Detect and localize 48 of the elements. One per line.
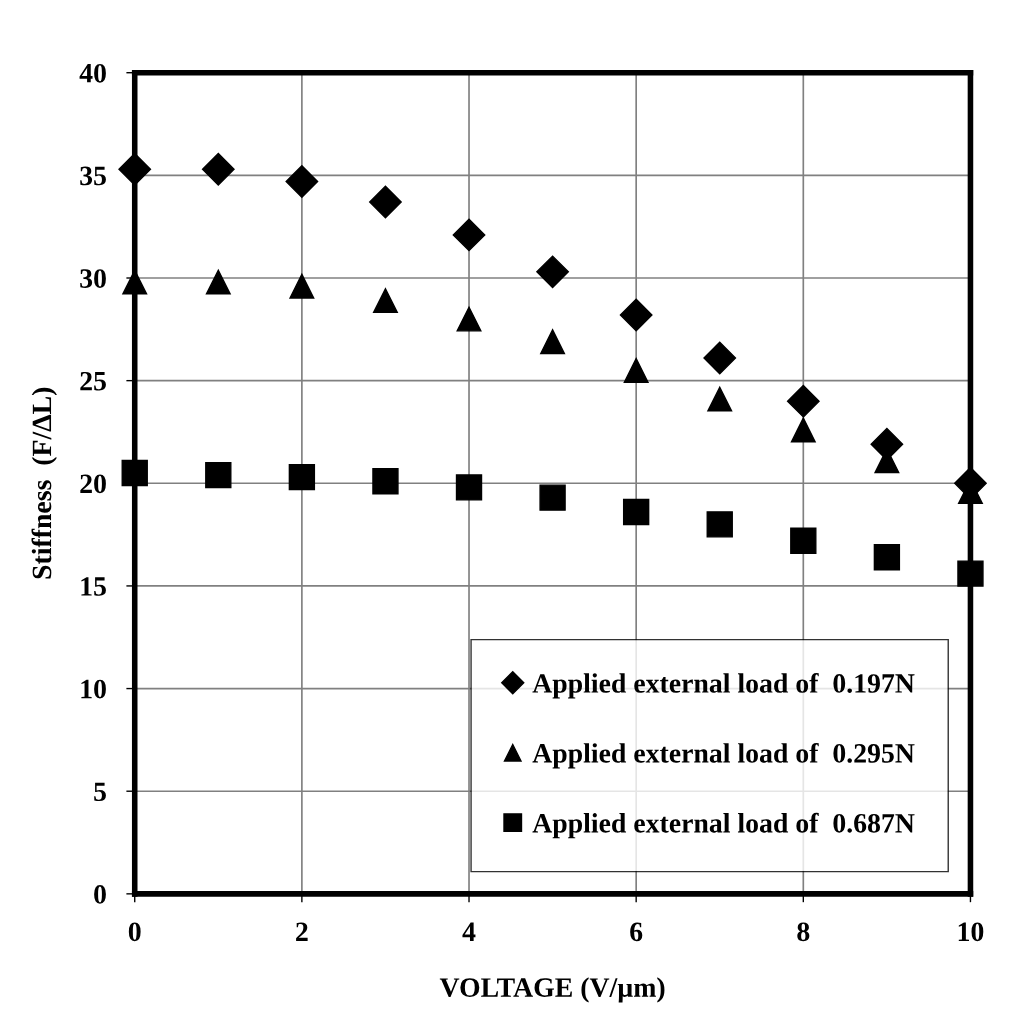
point	[790, 527, 817, 554]
point	[707, 386, 733, 412]
point	[540, 329, 566, 355]
point	[622, 498, 650, 526]
x-tick-label: 8	[797, 922, 810, 942]
point	[121, 459, 148, 487]
y-tick-label: 25	[80, 371, 106, 391]
x-tick-label: 6	[630, 922, 643, 942]
point	[619, 298, 653, 332]
point	[372, 468, 399, 495]
point	[539, 484, 566, 511]
y-tick-label: 35	[80, 166, 106, 186]
point	[623, 357, 649, 383]
y-tick-label: 20	[80, 474, 106, 494]
y-tick-label: 5	[94, 782, 106, 802]
point	[205, 269, 231, 295]
x-axis-title: VOLTAGE (V/µm)	[439, 977, 665, 1003]
x-tick-label: 0	[128, 922, 141, 942]
point	[369, 185, 402, 219]
y-tick-label: 10	[81, 679, 106, 699]
point	[957, 560, 984, 587]
point	[452, 218, 486, 252]
point	[536, 255, 570, 289]
y-tick-label: 0	[94, 885, 106, 904]
point	[706, 511, 733, 538]
y-axis-title: Stiffness (F/ΔL)	[31, 387, 57, 579]
point	[289, 273, 315, 299]
point	[118, 152, 152, 186]
point	[873, 543, 901, 571]
legend-label: Applied external load of 0.687N	[532, 812, 915, 839]
point	[288, 463, 316, 491]
x-tick-label: 10	[958, 922, 984, 942]
point	[201, 152, 235, 186]
point	[455, 474, 483, 501]
point	[703, 341, 737, 375]
y-tick-label: 30	[80, 269, 106, 288]
point	[285, 165, 319, 198]
x-tick-label: 4	[462, 922, 476, 941]
x-tick-label: 2	[296, 922, 308, 941]
legend-label: Applied external load of 0.197N	[532, 672, 915, 699]
point	[456, 306, 482, 332]
point	[205, 461, 232, 489]
point	[786, 384, 820, 418]
point	[790, 417, 816, 443]
y-tick-label: 15	[81, 577, 106, 596]
legend-label: Applied external load of 0.295N	[532, 742, 915, 769]
point	[372, 288, 398, 314]
y-tick-label: 40	[79, 63, 106, 83]
